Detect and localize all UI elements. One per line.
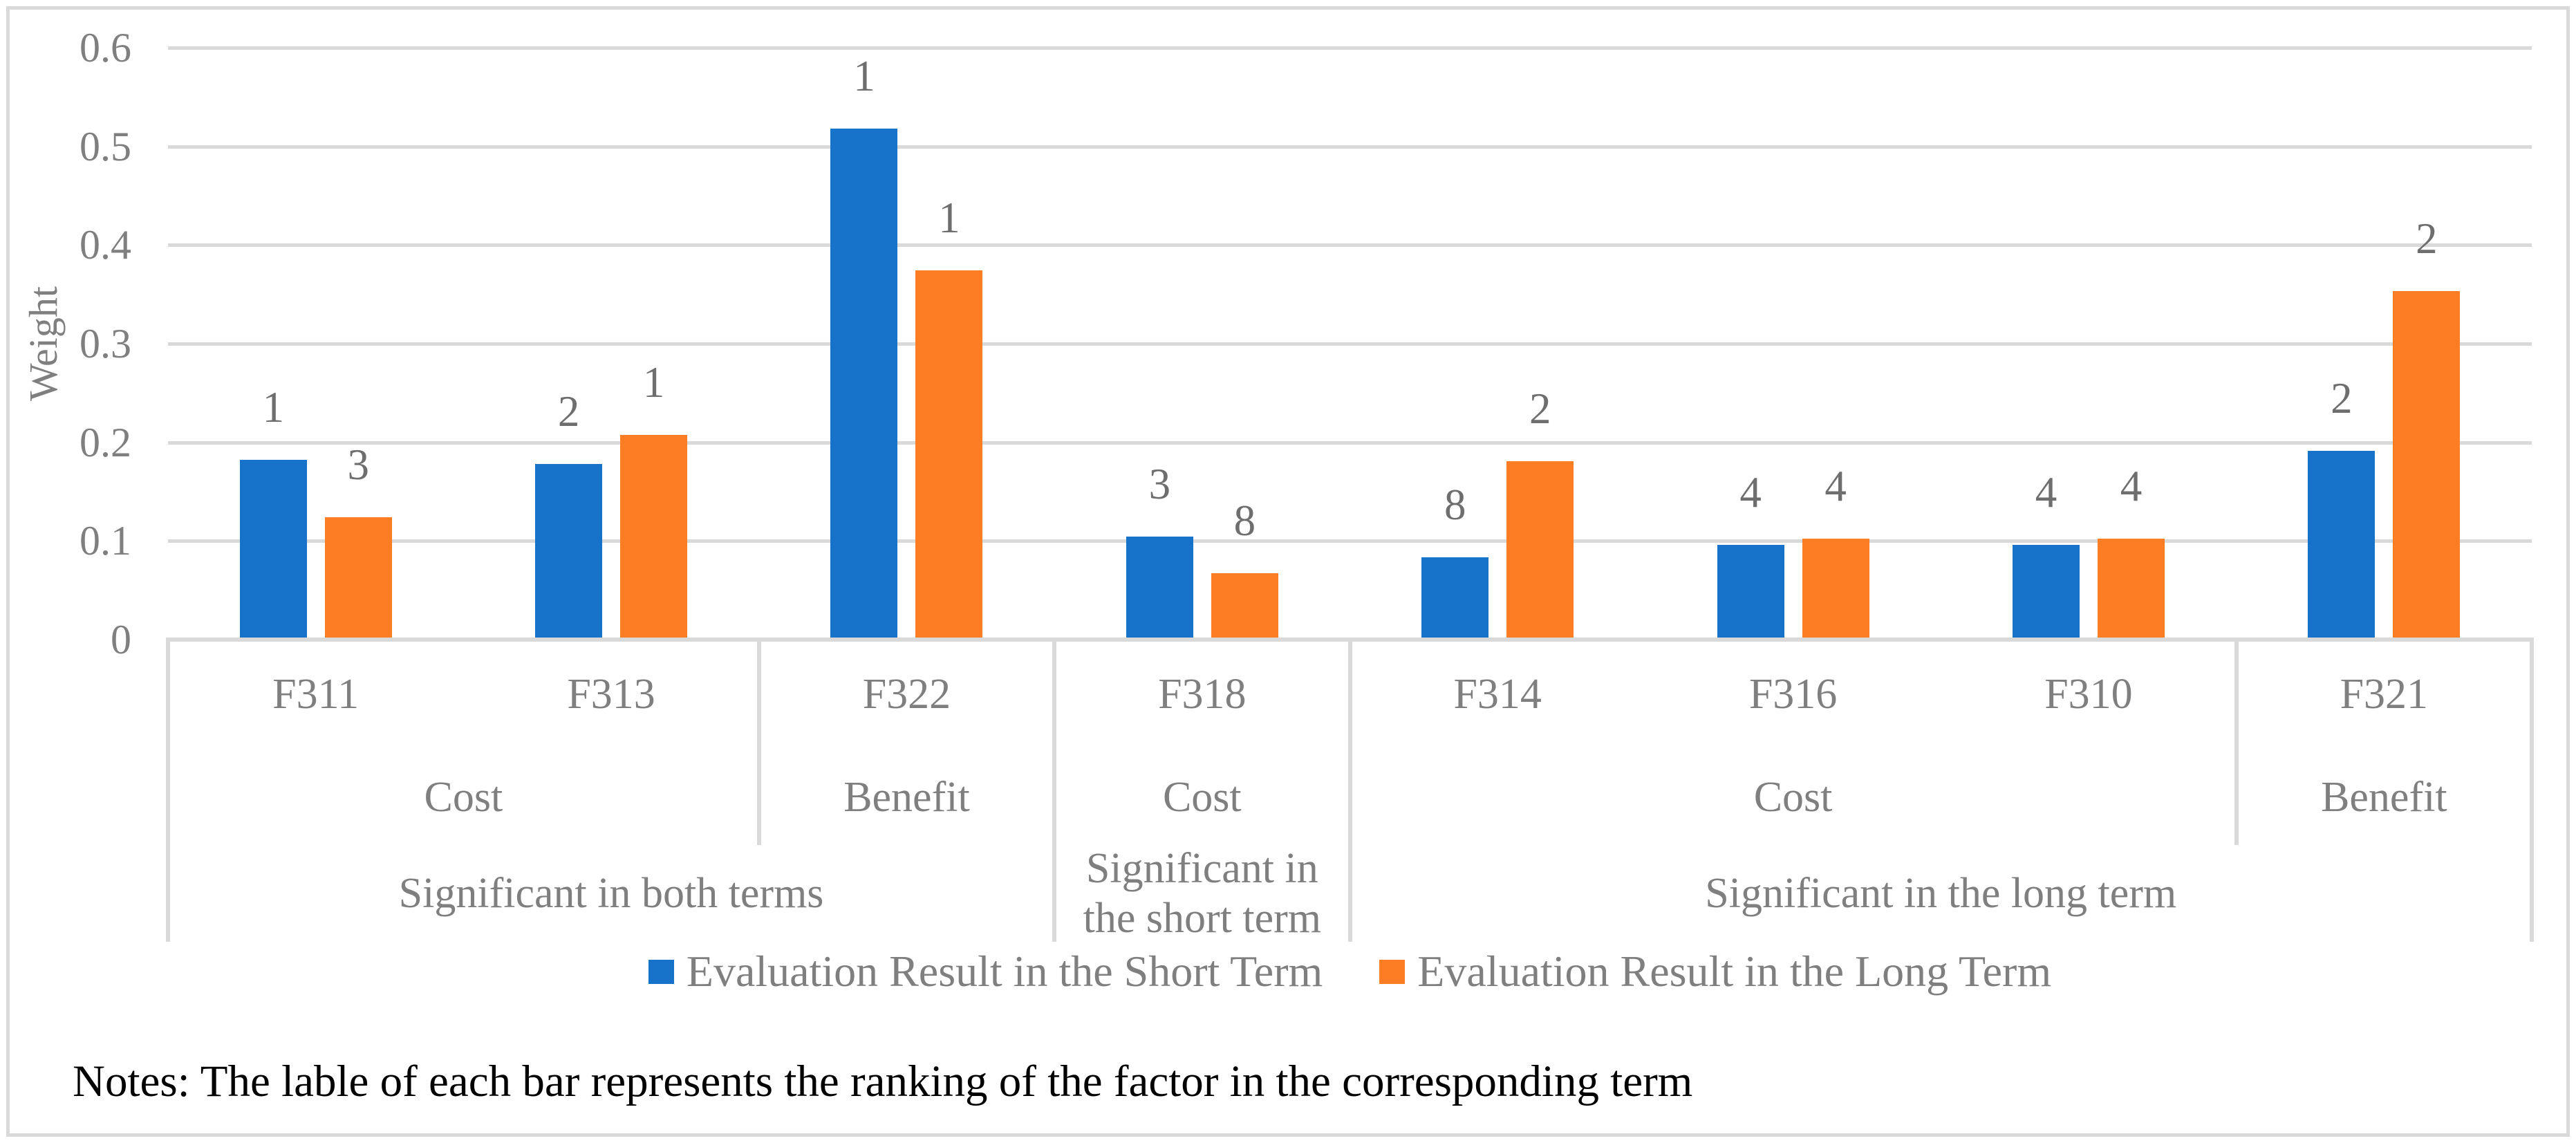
bar-f311-series2 bbox=[324, 517, 392, 638]
bar-f318-series1 bbox=[1126, 537, 1193, 638]
legend-item-series2: Evaluation Result in the Long Term bbox=[1379, 946, 2051, 997]
significance-group-label: Significant in the long term bbox=[1350, 868, 2532, 918]
bar-rank-label: 3 bbox=[1148, 460, 1171, 508]
axis-group-divider bbox=[2530, 638, 2534, 942]
legend: Evaluation Result in the Short Term Evalu… bbox=[168, 944, 2532, 999]
bar-rank-label: 1 bbox=[642, 358, 665, 407]
bar-rank-label: 2 bbox=[2416, 214, 2438, 263]
bar-f322-series1 bbox=[830, 129, 898, 638]
bar-f314-series1 bbox=[1421, 557, 1489, 638]
y-tick-label: 0.6 bbox=[80, 24, 131, 71]
legend-label: Evaluation Result in the Short Term bbox=[686, 947, 1323, 996]
bar-f313-series1 bbox=[535, 464, 603, 638]
cost-benefit-label: Benefit bbox=[843, 774, 970, 821]
bar-f313-series2 bbox=[620, 435, 688, 638]
bar-f321-series1 bbox=[2308, 451, 2376, 638]
bar-f322-series2 bbox=[915, 270, 983, 638]
category-label-f321: F321 bbox=[2340, 671, 2429, 718]
cost-benefit-label: Benefit bbox=[2321, 774, 2447, 821]
significance-group-label: Significant in the short term bbox=[1054, 844, 1350, 943]
legend-label: Evaluation Result in the Long Term bbox=[1417, 947, 2052, 996]
category-label-f313: F313 bbox=[567, 671, 655, 718]
category-label-f311: F311 bbox=[272, 671, 360, 718]
category-label-f316: F316 bbox=[1748, 671, 1838, 718]
significance-group-label-line: the short term bbox=[1083, 895, 1321, 942]
category-label-f310: F310 bbox=[2044, 671, 2133, 718]
legend-color-marker bbox=[648, 959, 674, 984]
axis-group-divider bbox=[166, 638, 170, 942]
y-gridline bbox=[168, 46, 2532, 50]
category-label-f318: F318 bbox=[1158, 671, 1247, 718]
axis-subgroup-divider bbox=[2234, 638, 2239, 845]
bar-f310-series2 bbox=[2097, 539, 2165, 638]
bar-rank-label: 8 bbox=[1233, 496, 1256, 545]
cost-benefit-label: Cost bbox=[1162, 774, 1242, 821]
y-axis-title: Weight bbox=[21, 286, 66, 402]
bar-rank-label: 1 bbox=[262, 383, 284, 431]
bar-rank-label: 4 bbox=[1824, 462, 1847, 510]
bar-rank-label: 1 bbox=[853, 52, 875, 100]
bar-rank-label: 8 bbox=[1444, 481, 1466, 529]
legend-color-marker bbox=[1379, 959, 1406, 984]
bar-rank-label: 1 bbox=[938, 194, 960, 242]
y-tick-label: 0.4 bbox=[80, 222, 131, 268]
bar-rank-label: 4 bbox=[2120, 462, 2143, 510]
bar-rank-label: 3 bbox=[347, 440, 369, 489]
y-gridline bbox=[168, 539, 2532, 543]
y-gridline bbox=[168, 440, 2532, 445]
bar-f316-series1 bbox=[1717, 545, 1784, 638]
cost-benefit-label: Cost bbox=[424, 774, 503, 821]
axis-subgroup-divider bbox=[756, 638, 761, 845]
axis-group-divider bbox=[1347, 638, 1352, 942]
significance-group-label-line: Significant in the long term bbox=[1705, 870, 2177, 917]
category-label-f314: F314 bbox=[1453, 671, 1542, 718]
bar-f310-series1 bbox=[2012, 545, 2080, 638]
bar-rank-label: 2 bbox=[557, 387, 580, 436]
bar-rank-label: 4 bbox=[1739, 468, 1762, 517]
y-gridline bbox=[168, 342, 2532, 346]
y-tick-label: 0.1 bbox=[80, 518, 131, 564]
legend-item-series1: Evaluation Result in the Short Term bbox=[648, 946, 1323, 997]
y-tick-label: 0.3 bbox=[80, 320, 131, 366]
bar-f316-series2 bbox=[1802, 539, 1869, 638]
category-label-f322: F322 bbox=[862, 671, 951, 718]
y-tick-label: 0.5 bbox=[80, 123, 131, 169]
y-tick-label: 0 bbox=[111, 617, 131, 662]
y-gridline bbox=[168, 243, 2532, 248]
significance-group-label-line: Significant in both terms bbox=[398, 870, 824, 917]
bar-f321-series2 bbox=[2393, 291, 2461, 638]
bar-f318-series2 bbox=[1211, 573, 1278, 638]
bar-f311-series1 bbox=[239, 460, 307, 638]
bar-f314-series2 bbox=[1506, 461, 1574, 638]
axis-group-divider bbox=[1052, 638, 1057, 942]
bar-rank-label: 2 bbox=[1529, 384, 1551, 433]
significance-group-label-line: Significant in bbox=[1085, 845, 1318, 892]
significance-group-label: Significant in both terms bbox=[168, 868, 1054, 918]
notes-text: Notes: The lable of each bar represents … bbox=[73, 1057, 1693, 1106]
y-tick-label: 0.2 bbox=[80, 419, 131, 465]
y-gridline bbox=[168, 145, 2532, 149]
cost-benefit-label: Cost bbox=[1753, 774, 1833, 821]
bar-rank-label: 2 bbox=[2331, 374, 2353, 422]
bar-rank-label: 4 bbox=[2035, 468, 2057, 517]
